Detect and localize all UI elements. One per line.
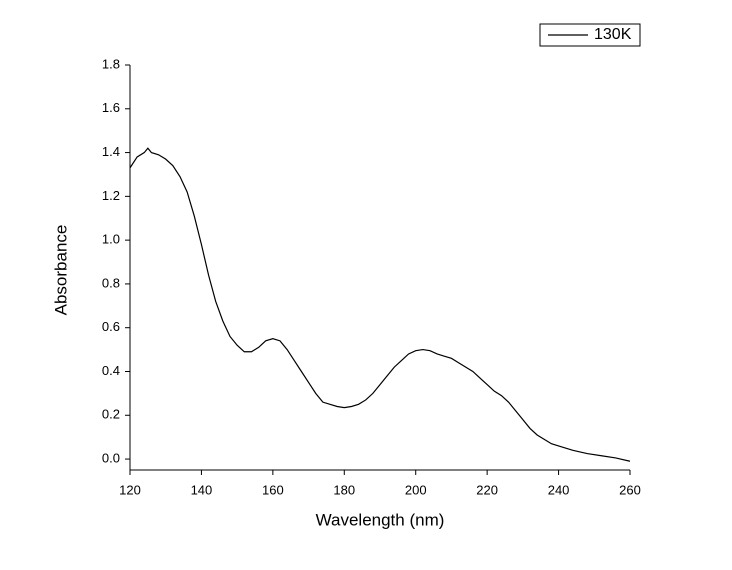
x-tick-label: 160 (262, 482, 284, 497)
y-tick-label: 1.4 (102, 144, 120, 159)
y-tick-label: 1.6 (102, 100, 120, 115)
y-tick-label: 0.4 (102, 363, 120, 378)
x-tick-label: 180 (333, 482, 355, 497)
y-tick-label: 1.8 (102, 56, 120, 71)
y-tick-label: 0.2 (102, 407, 120, 422)
x-tick-label: 120 (119, 482, 141, 497)
legend-box (539, 23, 641, 47)
x-tick-label: 220 (476, 482, 498, 497)
x-tick-label: 260 (619, 482, 641, 497)
x-tick-label: 200 (405, 482, 427, 497)
x-tick-label: 240 (548, 482, 570, 497)
y-axis-label: Absorbance (51, 225, 70, 316)
legend-label: 130K (594, 26, 632, 43)
y-tick-label: 0.6 (102, 319, 120, 334)
data-line (129, 147, 631, 462)
y-tick-label: 0.0 (102, 450, 120, 465)
x-axis-label: Wavelength (nm) (316, 510, 445, 529)
y-tick-label: 0.8 (102, 275, 120, 290)
y-tick-label: 1.2 (102, 188, 120, 203)
x-tick-label: 140 (191, 482, 213, 497)
y-tick-label: 1.0 (102, 232, 120, 247)
